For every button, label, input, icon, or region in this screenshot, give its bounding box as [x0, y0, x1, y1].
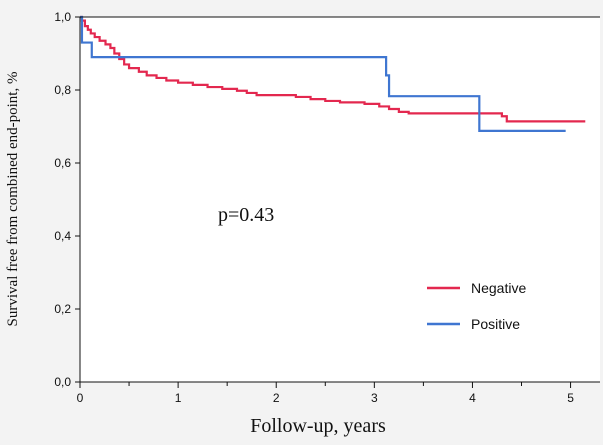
- legend-label-positive: Positive: [471, 316, 520, 332]
- y-tick-label: 0,8: [54, 83, 71, 97]
- series-line-positive: [80, 15, 566, 132]
- y-tick-label: 0,2: [54, 302, 71, 316]
- x-tick-label: 4: [469, 391, 476, 405]
- y-tick-label: 0,6: [54, 156, 71, 170]
- p-value-annotation: p=0.43: [218, 204, 274, 226]
- legend: Negative Positive: [427, 280, 526, 332]
- x-tick-label: 1: [175, 391, 182, 405]
- x-axis-label: Follow-up, years: [250, 415, 386, 437]
- x-tick-label: 5: [567, 391, 574, 405]
- y-tick-label: 0,0: [54, 375, 71, 389]
- y-ticks: 0,0 0,2 0,4 0,6 0,8 1,0: [54, 10, 80, 389]
- series-layer: [80, 15, 586, 132]
- x-tick-label: 2: [273, 391, 280, 405]
- x-ticks: 0 1 2 3 4 5: [77, 382, 574, 405]
- legend-label-negative: Negative: [471, 280, 526, 296]
- series-line-negative: [80, 15, 586, 123]
- y-tick-label: 0,4: [54, 229, 71, 243]
- y-tick-label: 1,0: [54, 10, 71, 24]
- x-tick-label: 0: [77, 391, 84, 405]
- plot-background: [80, 17, 600, 382]
- y-axis-label: Survival free from combined end-point, %: [5, 72, 21, 327]
- x-tick-label: 3: [371, 391, 378, 405]
